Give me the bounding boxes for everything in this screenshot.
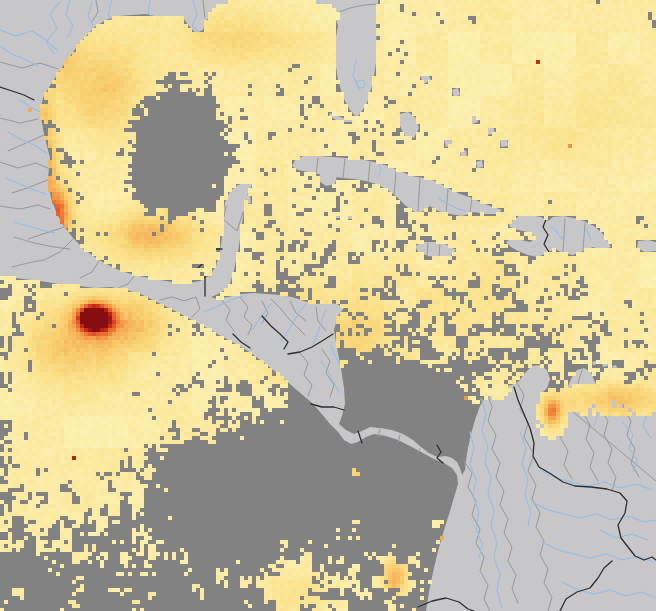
aerosol-data-map-canvas [0, 0, 656, 611]
map-viewport [0, 0, 656, 611]
